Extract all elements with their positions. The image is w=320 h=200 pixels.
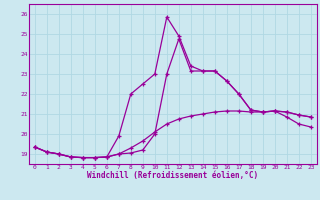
X-axis label: Windchill (Refroidissement éolien,°C): Windchill (Refroidissement éolien,°C) [87,171,258,180]
